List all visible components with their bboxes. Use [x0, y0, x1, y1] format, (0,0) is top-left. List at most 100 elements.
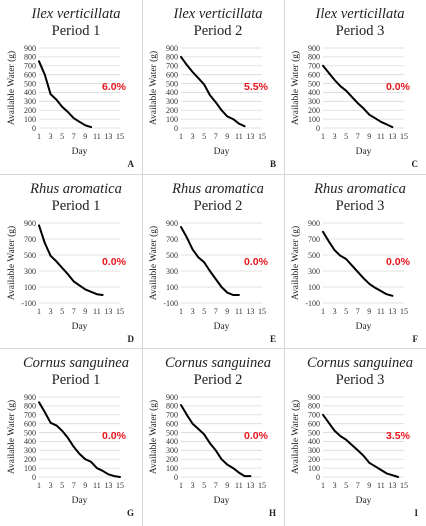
y-tick-label: 700	[308, 235, 320, 244]
y-tick-label: 400	[166, 88, 178, 97]
chart-panel-b: Ilex verticillata Period 2 0 100 200 300 400 50…	[144, 0, 284, 173]
x-tick-label: 11	[377, 481, 385, 490]
y-tick-label: 200	[308, 455, 320, 464]
x-tick-label: 1	[179, 132, 183, 141]
y-tick-label: 300	[308, 97, 320, 106]
species-title: Ilex verticillata	[31, 6, 121, 22]
y-tick-label: 700	[308, 62, 320, 71]
x-tick-label: 1	[321, 132, 325, 141]
y-tick-label: 300	[308, 446, 320, 455]
loss-annotation: 3.5%	[386, 430, 411, 442]
species-title: Rhus aromatica	[171, 181, 264, 197]
series-line	[322, 413, 400, 478]
y-tick-label: 0	[32, 124, 36, 133]
x-tick-label: 7	[214, 132, 218, 141]
x-axis-label: Day	[72, 496, 88, 506]
y-tick-label: 500	[166, 79, 178, 88]
x-tick-label: 15	[116, 481, 124, 490]
chart-panel-e: Rhus aromatica Period 2 -100 100 300 500 700 90…	[144, 175, 284, 348]
y-tick-label: 100	[166, 464, 178, 473]
x-tick-label: 11	[377, 307, 385, 316]
y-tick-label: 900	[24, 393, 36, 402]
x-tick-label: 7	[356, 307, 360, 316]
y-tick-label: 400	[166, 437, 178, 446]
series-line	[38, 401, 121, 478]
y-tick-label: 800	[166, 402, 178, 411]
x-tick-label: 5	[202, 132, 206, 141]
y-tick-label: 0	[174, 124, 178, 133]
x-tick-label: 11	[377, 132, 385, 141]
species-title: Ilex verticillata	[173, 6, 263, 22]
x-tick-label: 3	[49, 132, 53, 141]
x-tick-label: 1	[37, 307, 41, 316]
x-axis-label: Day	[356, 322, 372, 332]
y-tick-label: 800	[308, 53, 320, 62]
x-tick-label: 5	[344, 307, 348, 316]
y-tick-label: 100	[308, 464, 320, 473]
x-tick-label: 9	[83, 481, 87, 490]
x-tick-label: 5	[60, 481, 64, 490]
x-tick-label: 9	[83, 307, 87, 316]
x-tick-label: 11	[93, 307, 101, 316]
x-tick-label: 9	[367, 307, 371, 316]
separator	[0, 174, 426, 175]
x-tick-label: 13	[246, 481, 254, 490]
x-tick-label: 13	[388, 132, 396, 141]
x-tick-label: 1	[37, 481, 41, 490]
x-axis-label: Day	[214, 496, 230, 506]
y-tick-label: 0	[316, 124, 320, 133]
loss-annotation: 0.0%	[102, 256, 127, 268]
y-tick-label: 500	[308, 79, 320, 88]
x-axis-label: Day	[214, 147, 230, 157]
y-tick-label: 700	[24, 62, 36, 71]
period-title: Period 2	[194, 23, 243, 39]
species-title: Cornus sanguinea	[23, 355, 129, 371]
y-tick-label: 100	[166, 283, 178, 292]
x-tick-label: 15	[400, 481, 408, 490]
species-title: Cornus sanguinea	[307, 355, 413, 371]
y-tick-label: 400	[24, 88, 36, 97]
y-axis-label: Available Water (g)	[6, 226, 17, 300]
x-tick-label: 7	[356, 132, 360, 141]
y-tick-label: 500	[166, 428, 178, 437]
y-tick-label: 0	[316, 473, 320, 482]
y-tick-label: 900	[166, 393, 178, 402]
x-tick-label: 5	[202, 307, 206, 316]
loss-annotation: 0.0%	[386, 81, 411, 93]
period-title: Period 1	[52, 198, 101, 214]
panel-label: I	[414, 508, 418, 518]
series-line	[180, 404, 252, 478]
chart-panel-g: Cornus sanguinea Period 1 0 100 200 300 400 500…	[2, 349, 142, 522]
x-tick-label: 11	[93, 132, 101, 141]
x-tick-label: 7	[72, 307, 76, 316]
x-tick-label: 9	[225, 481, 229, 490]
y-tick-label: -100	[21, 299, 36, 308]
chart-panel-i: Cornus sanguinea Period 3 0 100 200 300 400 500…	[286, 349, 426, 522]
x-tick-label: 15	[258, 132, 266, 141]
x-tick-label: 15	[258, 307, 266, 316]
x-tick-label: 1	[179, 307, 183, 316]
x-tick-label: 11	[235, 307, 243, 316]
x-axis-label: Day	[214, 322, 230, 332]
loss-annotation: 5.5%	[244, 81, 269, 93]
species-title: Ilex verticillata	[315, 6, 405, 22]
chart-panel-c: Ilex verticillata Period 3 0 100 200 300 400 50…	[286, 0, 426, 173]
y-tick-label: 700	[24, 411, 36, 420]
x-tick-label: 1	[321, 307, 325, 316]
panel-label: D	[128, 334, 135, 344]
x-tick-label: 15	[400, 132, 408, 141]
y-tick-label: 800	[308, 402, 320, 411]
loss-annotation: 0.0%	[244, 430, 269, 442]
species-title: Rhus aromatica	[29, 181, 122, 197]
y-tick-label: 300	[166, 97, 178, 106]
x-tick-label: 13	[104, 481, 112, 490]
separator	[0, 348, 426, 349]
series-line	[180, 55, 246, 128]
y-axis-label: Available Water (g)	[290, 400, 301, 474]
y-tick-label: 100	[166, 115, 178, 124]
y-tick-label: 900	[308, 219, 320, 228]
y-tick-label: 100	[24, 115, 36, 124]
